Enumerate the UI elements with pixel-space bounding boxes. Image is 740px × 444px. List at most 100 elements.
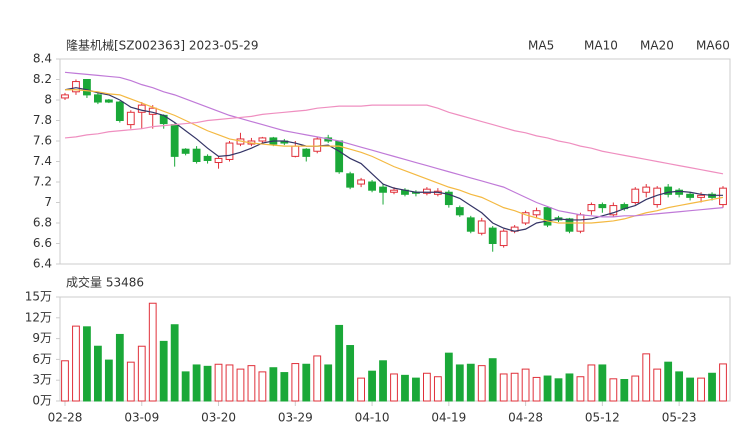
volume-bar — [357, 377, 365, 402]
candle-body — [598, 204, 607, 209]
volume-bar — [170, 324, 179, 402]
candle-body — [203, 155, 212, 161]
volume-bar — [258, 371, 267, 402]
candle-body — [368, 181, 376, 191]
volume-bar — [368, 370, 376, 402]
candle-body — [686, 193, 694, 198]
candle-body — [466, 217, 475, 232]
volume-bar — [291, 363, 300, 402]
volume-bar — [433, 376, 442, 402]
candle-body — [390, 189, 398, 193]
candle-body — [357, 179, 365, 185]
candle-body — [94, 94, 102, 103]
volume-bar — [83, 326, 91, 402]
candle-body — [225, 142, 234, 160]
candle-body — [291, 145, 300, 157]
candle-body — [313, 138, 322, 152]
candle-body — [609, 205, 618, 216]
volume-bar — [642, 353, 651, 402]
candle-body — [675, 189, 684, 195]
candle-body — [664, 186, 673, 195]
volume-bar — [159, 340, 168, 402]
volume-bar — [609, 378, 618, 402]
volume-bar — [236, 368, 245, 402]
volume-bar — [499, 373, 508, 402]
legend-entry: MA5 — [528, 39, 554, 53]
y-tick-label: 7.2 — [33, 175, 52, 189]
candle-body — [115, 101, 124, 122]
ma-line — [65, 89, 724, 224]
candle-body — [346, 173, 355, 188]
x-tick-label: 05-23 — [662, 411, 697, 425]
y-tick-label: 7 — [44, 195, 52, 209]
candle-body — [499, 230, 508, 247]
candle-body — [302, 148, 311, 157]
volume-title: 成交量 53486 — [66, 275, 144, 290]
x-tick-label: 04-19 — [431, 411, 466, 425]
volume-bar — [543, 375, 552, 402]
volume-bar — [214, 363, 223, 402]
volume-bar — [532, 376, 541, 402]
volume-bar — [335, 324, 344, 402]
candle-body — [477, 220, 486, 234]
volume-bar — [466, 363, 475, 402]
x-tick-label: 02-28 — [48, 411, 83, 425]
volume-bar — [401, 374, 409, 402]
volume-bar — [664, 361, 673, 402]
volume-bar — [653, 368, 662, 402]
y-tick-label: 6万 — [32, 352, 52, 366]
candle-body — [642, 186, 651, 193]
y-tick-label: 7.6 — [33, 134, 52, 148]
candle-body — [104, 99, 113, 103]
x-tick-label: 04-10 — [355, 411, 390, 425]
y-tick-label: 0万 — [32, 394, 52, 408]
volume-bar — [280, 372, 289, 402]
x-tick-label: 05-12 — [585, 411, 620, 425]
candle-body — [61, 94, 69, 99]
volume-bar — [61, 360, 69, 402]
volume-bar — [94, 345, 102, 402]
candle-body — [72, 81, 80, 93]
candle-body — [521, 212, 530, 224]
volume-bar — [708, 372, 716, 402]
ma-line — [64, 104, 724, 175]
volume-bar — [444, 352, 453, 402]
candle-body — [565, 218, 574, 232]
y-tick-label: 8.2 — [33, 72, 52, 86]
candle-body — [444, 191, 453, 206]
candle-body — [532, 210, 541, 216]
y-tick-label: 15万 — [25, 290, 52, 304]
volume-bar — [455, 364, 464, 402]
candle-body — [719, 187, 727, 206]
volume-bar — [510, 372, 519, 402]
y-tick-label: 6.4 — [33, 257, 52, 271]
volume-bar — [598, 364, 607, 402]
candle-body — [455, 207, 464, 216]
y-tick-label: 7.4 — [33, 154, 52, 168]
volume-bar — [302, 363, 311, 402]
volume-bar — [324, 364, 333, 402]
y-tick-label: 6.8 — [33, 216, 52, 230]
candle-body — [543, 207, 552, 226]
volume-bar — [137, 345, 146, 402]
y-tick-label: 3万 — [32, 373, 52, 387]
legend-entry: MA10 — [584, 39, 618, 53]
candle-body — [170, 124, 179, 157]
candle-body — [587, 204, 596, 212]
candle-body — [631, 188, 640, 204]
y-tick-label: 12万 — [25, 310, 52, 324]
candle-body — [697, 194, 705, 198]
volume-bar — [412, 377, 420, 402]
candle-body — [214, 157, 223, 164]
volume-bar — [269, 367, 278, 402]
x-tick-label: 03-29 — [278, 411, 313, 425]
y-tick-label: 7.8 — [33, 113, 52, 127]
y-tick-label: 6.6 — [33, 236, 52, 250]
volume-bar — [181, 371, 190, 402]
candle-body — [258, 137, 267, 142]
candle-body — [181, 148, 190, 154]
volume-bar — [488, 358, 497, 402]
volume-bar — [390, 373, 398, 402]
legend-entry: MA60 — [696, 39, 730, 53]
volume-bar — [423, 372, 431, 402]
